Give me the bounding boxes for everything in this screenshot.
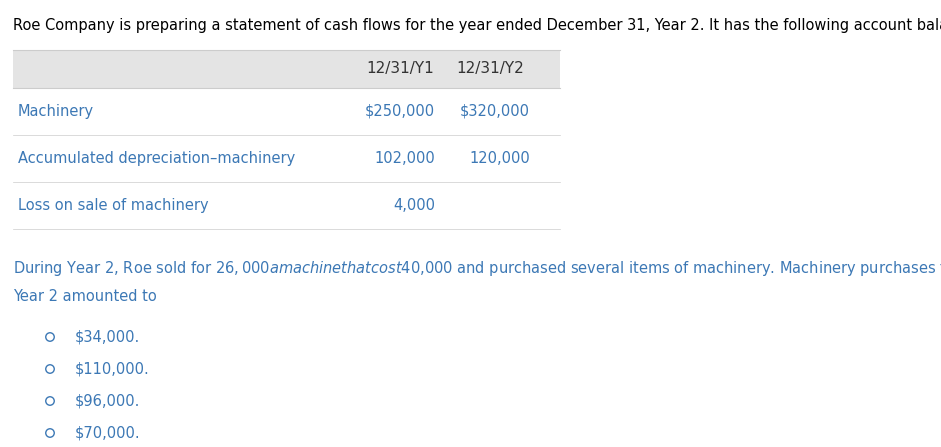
Text: $70,000.: $70,000. bbox=[75, 426, 140, 440]
Text: Machinery: Machinery bbox=[18, 104, 94, 119]
Text: 12/31/Y2: 12/31/Y2 bbox=[456, 62, 524, 76]
Text: Loss on sale of machinery: Loss on sale of machinery bbox=[18, 198, 209, 213]
Text: Year 2 amounted to: Year 2 amounted to bbox=[13, 289, 157, 304]
Bar bbox=[13, 50, 560, 88]
Text: $96,000.: $96,000. bbox=[75, 393, 140, 409]
Text: 12/31/Y1: 12/31/Y1 bbox=[366, 62, 434, 76]
Text: 4,000: 4,000 bbox=[393, 198, 435, 213]
Text: Roe Company is preparing a statement of cash flows for the year ended December 3: Roe Company is preparing a statement of … bbox=[13, 18, 941, 33]
Text: $110,000.: $110,000. bbox=[75, 362, 150, 376]
Text: Accumulated depreciation–machinery: Accumulated depreciation–machinery bbox=[18, 151, 295, 166]
Text: 102,000: 102,000 bbox=[375, 151, 435, 166]
Text: During Year 2, Roe sold for $26,000 a machine that cost $40,000 and purchased se: During Year 2, Roe sold for $26,000 a ma… bbox=[13, 259, 941, 278]
Text: 120,000: 120,000 bbox=[470, 151, 530, 166]
Text: $320,000: $320,000 bbox=[460, 104, 530, 119]
Text: $250,000: $250,000 bbox=[365, 104, 435, 119]
Text: $34,000.: $34,000. bbox=[75, 329, 140, 345]
